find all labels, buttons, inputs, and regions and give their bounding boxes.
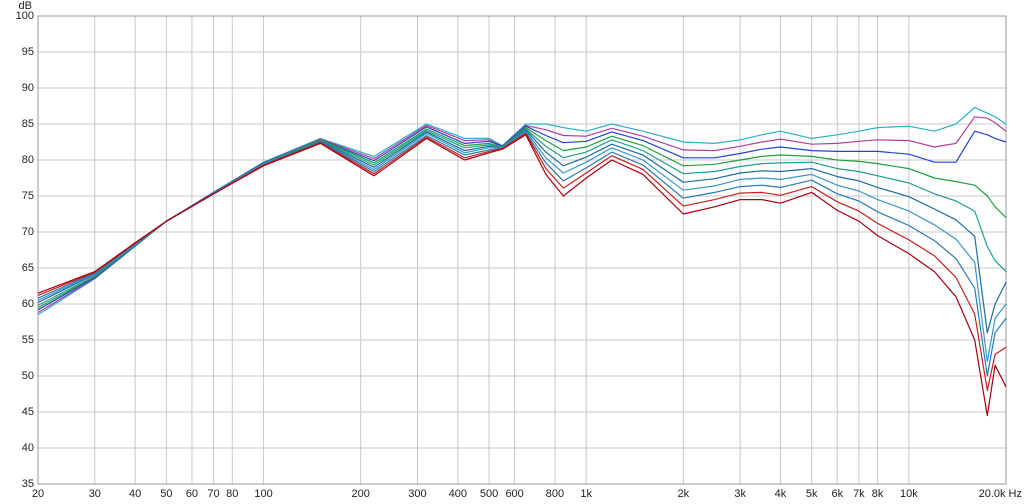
x-tick-label: 80: [226, 488, 238, 500]
y-tick-label: 65: [22, 262, 34, 274]
x-tick-label: 20.0k Hz: [979, 488, 1022, 500]
y-tick-label: 80: [22, 154, 34, 166]
y-tick-label: 60: [22, 298, 34, 310]
x-tick-label: 500: [480, 488, 498, 500]
x-tick-label: 800: [546, 488, 564, 500]
y-axis-unit: dB: [19, 0, 32, 12]
y-tick-label: 70: [22, 226, 34, 238]
response-curve: [37, 132, 1007, 391]
x-tick-label: 3k: [734, 488, 746, 500]
x-tick-label: 400: [449, 488, 467, 500]
x-tick-label: 600: [505, 488, 523, 500]
response-curve: [37, 106, 1007, 316]
x-tick-label: 1k: [580, 488, 592, 500]
x-tick-label: 60: [186, 488, 198, 500]
x-tick-label: 200: [351, 488, 369, 500]
x-tick-label: 40: [129, 488, 141, 500]
x-tick-label: 10k: [900, 488, 918, 500]
y-tick-label: 75: [22, 190, 34, 202]
y-tick-label: 45: [22, 406, 34, 418]
x-tick-label: 2k: [678, 488, 690, 500]
response-curve: [37, 128, 1007, 306]
response-curve: [37, 134, 1007, 417]
plot-frame: [37, 15, 1007, 485]
x-tick-label: 300: [408, 488, 426, 500]
y-tick-label: 85: [22, 118, 34, 130]
x-tick-label: 70: [207, 488, 219, 500]
x-tick-label: 30: [89, 488, 101, 500]
y-tick-label: 95: [22, 46, 34, 58]
x-tick-label: 20: [32, 488, 44, 500]
y-tick-label: 55: [22, 334, 34, 346]
x-tick-label: 50: [160, 488, 172, 500]
y-tick-label: 100: [16, 10, 34, 22]
y-tick-label: 35: [22, 478, 34, 490]
y-tick-label: 90: [22, 82, 34, 94]
x-tick-label: 100: [254, 488, 272, 500]
y-tick-label: 40: [22, 442, 34, 454]
x-tick-label: 8k: [872, 488, 884, 500]
x-tick-label: 7k: [853, 488, 865, 500]
x-tick-label: 6k: [831, 488, 843, 500]
y-tick-label: 50: [22, 370, 34, 382]
x-tick-label: 5k: [806, 488, 818, 500]
x-tick-label: 4k: [775, 488, 787, 500]
